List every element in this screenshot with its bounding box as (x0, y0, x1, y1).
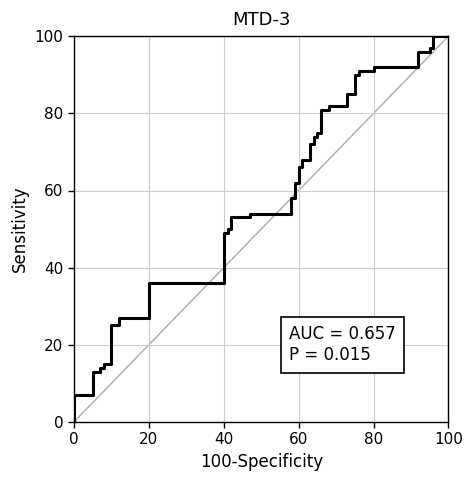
Y-axis label: Sensitivity: Sensitivity (11, 186, 29, 272)
X-axis label: 100-Specificity: 100-Specificity (200, 453, 323, 471)
Title: MTD-3: MTD-3 (232, 11, 291, 29)
Text: AUC = 0.657
P = 0.015: AUC = 0.657 P = 0.015 (289, 325, 396, 364)
